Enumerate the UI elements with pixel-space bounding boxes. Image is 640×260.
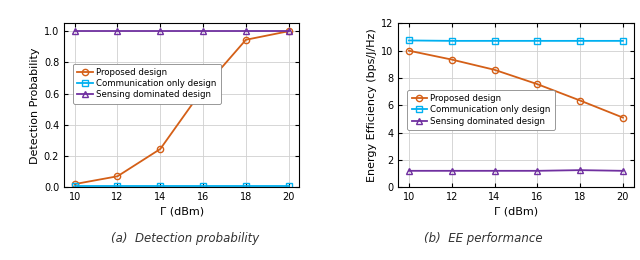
Communication only design <box>491 39 499 42</box>
Proposed design <box>576 99 584 102</box>
Proposed design <box>534 83 541 86</box>
Y-axis label: Energy Efficiency (bps/J/Hz): Energy Efficiency (bps/J/Hz) <box>367 28 377 182</box>
Sensing dominated design <box>534 169 541 172</box>
Legend: Proposed design, Communication only design, Sensing dominated design: Proposed design, Communication only desi… <box>407 90 555 130</box>
Proposed design <box>156 147 164 151</box>
Communication only design <box>405 39 413 42</box>
Proposed design <box>114 175 122 178</box>
Communication only design <box>285 185 292 188</box>
Text: (a)  Detection probability: (a) Detection probability <box>111 232 260 245</box>
Line: Communication only design: Communication only design <box>406 37 626 44</box>
Proposed design <box>619 116 627 119</box>
Sensing dominated design <box>242 30 250 33</box>
Sensing dominated design <box>405 169 413 172</box>
Communication only design <box>619 39 627 42</box>
Y-axis label: Detection Probability: Detection Probability <box>29 47 40 164</box>
Line: Sensing dominated design: Sensing dominated design <box>406 167 626 174</box>
Proposed design <box>199 87 207 90</box>
Communication only design <box>242 185 250 188</box>
X-axis label: Γ (dBm): Γ (dBm) <box>494 206 538 216</box>
Communication only design <box>534 39 541 42</box>
Proposed design <box>71 183 79 186</box>
Line: Sensing dominated design: Sensing dominated design <box>72 28 292 34</box>
Line: Proposed design: Proposed design <box>72 28 292 187</box>
Sensing dominated design <box>71 30 79 33</box>
Legend: Proposed design, Communication only design, Sensing dominated design: Proposed design, Communication only desi… <box>73 64 221 104</box>
Communication only design <box>199 185 207 188</box>
Sensing dominated design <box>619 169 627 172</box>
Communication only design <box>156 185 164 188</box>
Communication only design <box>71 185 79 188</box>
Sensing dominated design <box>491 169 499 172</box>
Text: (b)  EE performance: (b) EE performance <box>424 232 543 245</box>
Sensing dominated design <box>156 30 164 33</box>
Sensing dominated design <box>199 30 207 33</box>
Communication only design <box>114 185 122 188</box>
Line: Proposed design: Proposed design <box>406 48 626 121</box>
Line: Communication only design: Communication only design <box>72 183 292 190</box>
Proposed design <box>405 49 413 52</box>
Proposed design <box>491 68 499 71</box>
Sensing dominated design <box>448 169 456 172</box>
Communication only design <box>448 39 456 42</box>
Sensing dominated design <box>576 168 584 172</box>
Proposed design <box>242 38 250 41</box>
X-axis label: Γ (dBm): Γ (dBm) <box>159 206 204 216</box>
Sensing dominated design <box>114 30 122 33</box>
Proposed design <box>448 58 456 61</box>
Communication only design <box>576 39 584 42</box>
Proposed design <box>285 30 292 33</box>
Sensing dominated design <box>285 30 292 33</box>
